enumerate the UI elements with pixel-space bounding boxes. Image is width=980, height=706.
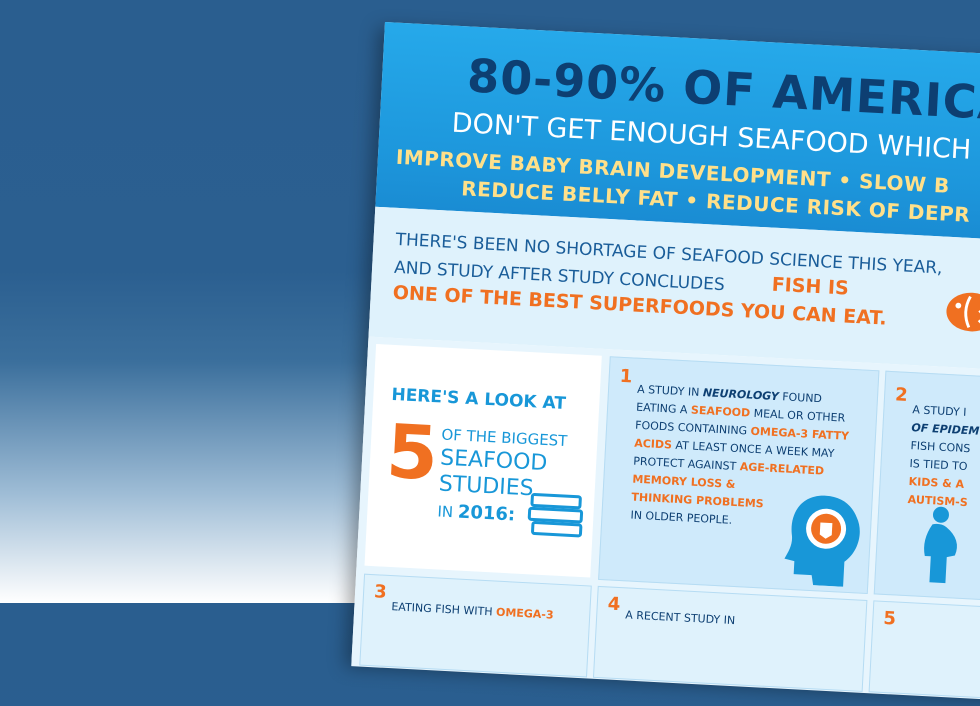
s1-t10: AT LEAST ONCE A WEEK MAY	[675, 438, 835, 461]
study-4-text: A RECENT STUDY IN	[624, 608, 736, 628]
study-2-text: A STUDY I OF EPIDEM FISH CONS IS TIED TO…	[907, 401, 980, 520]
s1-t14: THINKING PROBLEMS	[631, 490, 764, 511]
s1-t13: MEMORY LOSS &	[632, 472, 736, 491]
study-number-4: 4	[607, 593, 621, 616]
study-panel-2: 2 A STUDY I OF EPIDEM FISH CONS IS TIED …	[873, 370, 980, 608]
s1-t11: PROTECT AGAINST	[633, 454, 737, 473]
s2-t1: A STUDY I	[912, 403, 967, 419]
s1-t9: ACIDS	[633, 436, 673, 452]
s2-t2: OF EPIDEM	[911, 421, 980, 438]
study-panel-1: 1 A STUDY IN NEUROLOGY FOUND EATING A SE…	[598, 356, 880, 595]
pregnant-woman-icon	[924, 506, 957, 584]
in-label: IN	[436, 502, 454, 522]
s1-t1: A STUDY IN	[636, 382, 700, 399]
study-3-text: EATING FISH WITH OMEGA-3	[391, 598, 592, 626]
intro-highlight-a: FISH IS	[771, 273, 850, 300]
big-number-five: 5	[384, 408, 441, 498]
studies-intro-panel: HERE'S A LOOK AT 5 OF THE BIGGEST SEAFOO…	[364, 343, 602, 578]
study-number-2: 2	[894, 384, 909, 406]
s1-t2: NEUROLOGY	[702, 386, 780, 404]
s1-t6: MEAL OR OTHER	[753, 406, 846, 425]
s1-t15: IN OLDER PEOPLE.	[630, 508, 733, 527]
s1-t8: OMEGA-3 FATTY	[750, 424, 850, 443]
s2-t5: KIDS & A	[908, 475, 965, 491]
study-number-5: 5	[882, 607, 897, 630]
year-label: IN 2016:	[436, 500, 516, 526]
fish-icon	[946, 292, 980, 332]
s3-t2: OMEGA-3	[495, 605, 554, 622]
s2-t4: IS TIED TO	[909, 457, 968, 474]
s1-t4: EATING A	[635, 400, 688, 417]
year-value: 2016:	[457, 501, 516, 526]
s1-t12: AGE-RELATED	[739, 460, 825, 478]
s2-t3: FISH CONS	[910, 439, 971, 456]
s1-t7: FOODS CONTAINING	[634, 418, 748, 438]
books-icon	[527, 492, 584, 538]
studies-label: STUDIES	[438, 471, 535, 502]
infographic-poster: 80-90% OF AMERICANS DON'T GET ENOUGH SEA…	[351, 22, 980, 706]
s1-t3: FOUND	[781, 390, 823, 406]
study-number-1: 1	[619, 365, 633, 388]
study-panel-3: 3 EATING FISH WITH OMEGA-3	[359, 573, 592, 678]
study-number-3: 3	[373, 581, 388, 603]
brain-head-icon	[784, 495, 860, 587]
s1-t5: SEAFOOD	[690, 403, 751, 420]
study-panel-5: 5	[868, 600, 980, 706]
study-panel-4: 4 A RECENT STUDY IN	[592, 585, 868, 692]
